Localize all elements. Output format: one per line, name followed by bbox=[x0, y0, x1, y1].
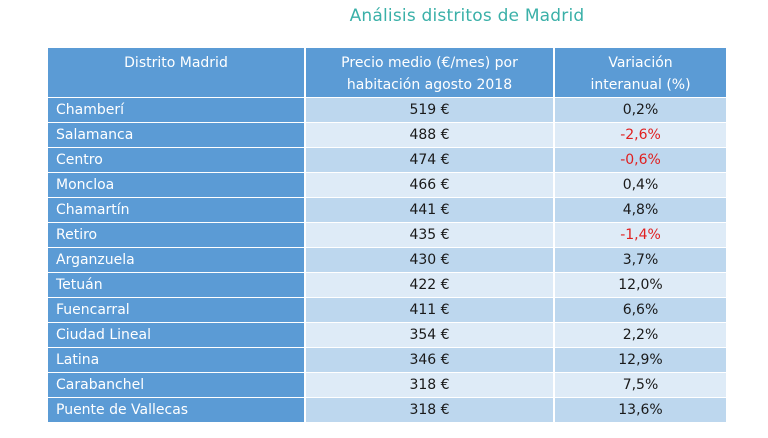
district-name-cell: Retiro bbox=[48, 222, 306, 248]
price-cell: 346 € bbox=[305, 347, 555, 373]
district-name-cell: Moncloa bbox=[48, 172, 306, 198]
district-name-cell: Centro bbox=[48, 147, 306, 173]
table-row: Salamanca 488 € -2,6% bbox=[48, 122, 726, 148]
header-price: Precio medio (€/mes) por habitación agos… bbox=[305, 48, 555, 98]
districts-table: Distrito Madrid Precio medio (€/mes) por… bbox=[48, 48, 726, 423]
header-district: Distrito Madrid bbox=[48, 48, 306, 98]
header-variation: Variación interanual (%) bbox=[554, 48, 726, 98]
variation-cell: 3,7% bbox=[554, 247, 726, 273]
header-row: Distrito Madrid Precio medio (€/mes) por… bbox=[48, 48, 726, 98]
variation-cell: 0,4% bbox=[554, 172, 726, 198]
table-row: Retiro 435 € -1,4% bbox=[48, 222, 726, 248]
variation-cell: 0,2% bbox=[554, 97, 726, 123]
district-name-cell: Fuencarral bbox=[48, 297, 306, 323]
price-cell: 474 € bbox=[305, 147, 555, 173]
table-row: Fuencarral 411 €6,6% bbox=[48, 297, 726, 323]
variation-cell: -0,6% bbox=[554, 147, 726, 173]
table-row: Chamartín 441 €4,8% bbox=[48, 197, 726, 223]
header-district-line-1: Distrito Madrid bbox=[124, 55, 228, 71]
table-title: Análisis distritos de Madrid bbox=[349, 6, 585, 26]
table-row: Latina 346 €12,9% bbox=[48, 347, 726, 373]
header-variation-line-1: Variación bbox=[608, 55, 673, 71]
table-row: Carabanchel 318 €7,5% bbox=[48, 372, 726, 398]
price-cell: 354 € bbox=[305, 322, 555, 348]
table-row: Moncloa 466 €0,4% bbox=[48, 172, 726, 198]
district-name-cell: Chamberí bbox=[48, 97, 306, 123]
variation-cell: 4,8% bbox=[554, 197, 726, 223]
variation-cell: -2,6% bbox=[554, 122, 726, 148]
header-price-line-1: Precio medio (€/mes) por bbox=[341, 55, 518, 71]
variation-cell: 7,5% bbox=[554, 372, 726, 398]
price-cell: 435 € bbox=[305, 222, 555, 248]
price-cell: 430 € bbox=[305, 247, 555, 273]
variation-cell: 12,0% bbox=[554, 272, 726, 298]
table-row: Tetuán 422 €12,0% bbox=[48, 272, 726, 298]
table-row: Chamberí 519 €0,2% bbox=[48, 97, 726, 123]
table-row: Ciudad Lineal 354 €2,2% bbox=[48, 322, 726, 348]
price-cell: 318 € bbox=[305, 372, 555, 398]
table-row: Puente de Vallecas 318 €13,6% bbox=[48, 397, 726, 423]
table-row: Centro 474 € -0,6% bbox=[48, 147, 726, 173]
district-name-cell: Tetuán bbox=[48, 272, 306, 298]
price-cell: 519 € bbox=[305, 97, 555, 123]
district-name-cell: Chamartín bbox=[48, 197, 306, 223]
table-body: Chamberí 519 €0,2% Salamanca 488 € -2,6% Cent… bbox=[48, 97, 726, 423]
price-cell: 466 € bbox=[305, 172, 555, 198]
variation-cell: 6,6% bbox=[554, 297, 726, 323]
district-name-cell: Puente de Vallecas bbox=[48, 397, 306, 423]
variation-cell: 13,6% bbox=[554, 397, 726, 423]
district-name-cell: Arganzuela bbox=[48, 247, 306, 273]
variation-cell: 12,9% bbox=[554, 347, 726, 373]
variation-cell: -1,4% bbox=[554, 222, 726, 248]
price-cell: 422 € bbox=[305, 272, 555, 298]
variation-cell: 2,2% bbox=[554, 322, 726, 348]
header-price-line-2: habitación agosto 2018 bbox=[346, 77, 513, 93]
district-name-cell: Carabanchel bbox=[48, 372, 306, 398]
district-name-cell: Ciudad Lineal bbox=[48, 322, 306, 348]
price-cell: 441 € bbox=[305, 197, 555, 223]
district-name-cell: Salamanca bbox=[48, 122, 306, 148]
district-name-cell: Latina bbox=[48, 347, 306, 373]
price-cell: 488 € bbox=[305, 122, 555, 148]
price-cell: 318 € bbox=[305, 397, 555, 423]
table-row: Arganzuela 430 €3,7% bbox=[48, 247, 726, 273]
price-cell: 411 € bbox=[305, 297, 555, 323]
header-variation-line-2: interanual (%) bbox=[590, 77, 691, 93]
